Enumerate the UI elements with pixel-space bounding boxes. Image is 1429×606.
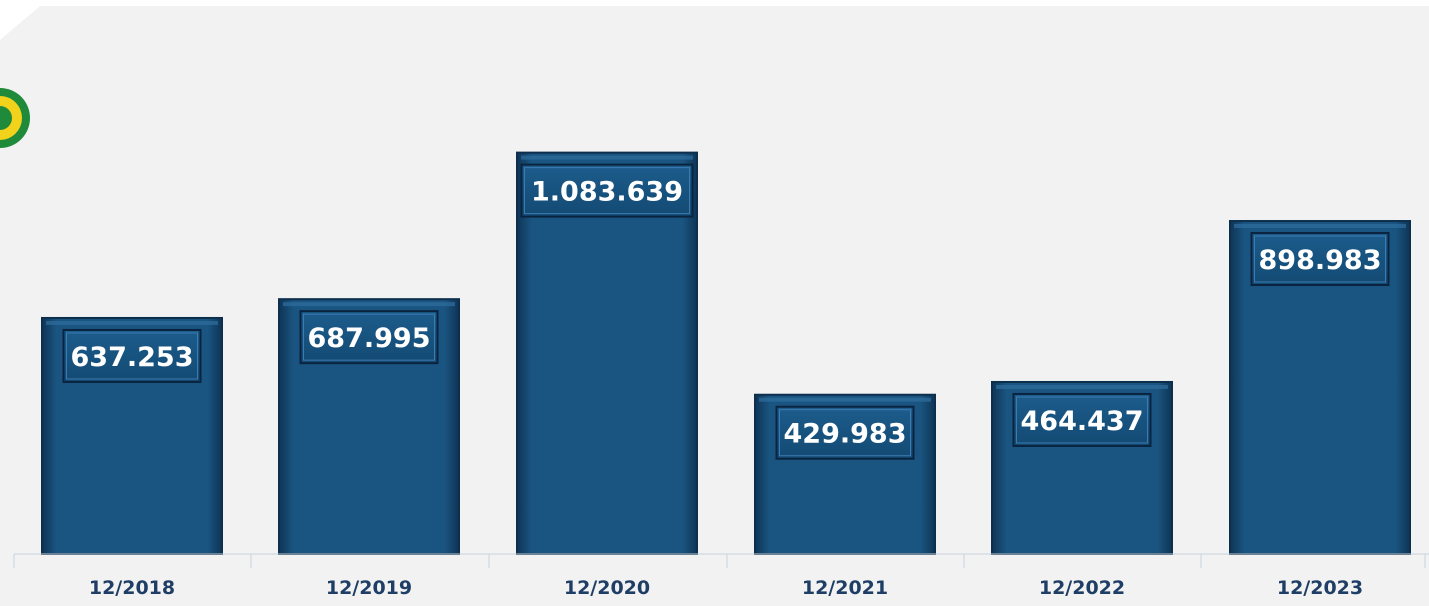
value-label-box xyxy=(62,328,202,383)
bar-12/2018: 637.253 xyxy=(41,316,223,555)
x-tick-label: 12/2021 xyxy=(802,577,888,599)
bar-highlight xyxy=(1234,224,1406,229)
bar-12/2021: 429.983 xyxy=(754,393,936,555)
value-label-inner-border xyxy=(1254,235,1386,283)
bars-layer: 637.253 687.995 1.083.639 429.983 464.437 898… xyxy=(41,151,1411,555)
value-label: 1.083.639 xyxy=(531,177,683,208)
x-tick-label: 12/2020 xyxy=(564,577,650,599)
x-tick-label: 12/2023 xyxy=(1277,577,1363,599)
value-label-inner-border xyxy=(524,167,690,215)
value-label-inner-border xyxy=(303,313,435,361)
value-label: 429.983 xyxy=(784,419,907,450)
bar-12/2022: 464.437 xyxy=(991,380,1173,555)
value-label-inner-border xyxy=(1016,396,1148,444)
bar-highlight xyxy=(521,155,693,160)
value-label: 687.995 xyxy=(308,323,431,354)
bar-12/2023: 898.983 xyxy=(1229,220,1411,555)
bar-12/2019: 687.995 xyxy=(278,298,460,555)
value-label-box xyxy=(299,310,439,365)
x-tick-label: 12/2022 xyxy=(1039,577,1125,599)
value-label-box xyxy=(775,405,915,460)
x-tick-label: 12/2019 xyxy=(326,577,412,599)
value-label-box xyxy=(1250,232,1390,287)
value-label-inner-border xyxy=(66,332,198,380)
value-label-box xyxy=(520,163,694,218)
value-label: 637.253 xyxy=(71,342,194,373)
x-tick-marks xyxy=(13,554,1426,568)
value-label-inner-border xyxy=(779,409,911,457)
bar-highlight xyxy=(996,384,1168,389)
bar-highlight xyxy=(46,320,218,325)
green-yellow-emblem-icon xyxy=(0,88,30,148)
x-tick-label: 12/2018 xyxy=(89,577,175,599)
value-label: 464.437 xyxy=(1021,406,1144,437)
value-label-box xyxy=(1012,392,1152,447)
x-tick-labels: 12/2018 12/2019 12/2020 12/2021 12/2022 12/20… xyxy=(89,577,1363,599)
bar-highlight xyxy=(759,397,931,402)
bar-rect xyxy=(516,151,698,555)
bar-12/2020: 1.083.639 xyxy=(516,151,698,555)
value-label: 898.983 xyxy=(1259,245,1382,276)
bar-highlight xyxy=(283,302,455,307)
